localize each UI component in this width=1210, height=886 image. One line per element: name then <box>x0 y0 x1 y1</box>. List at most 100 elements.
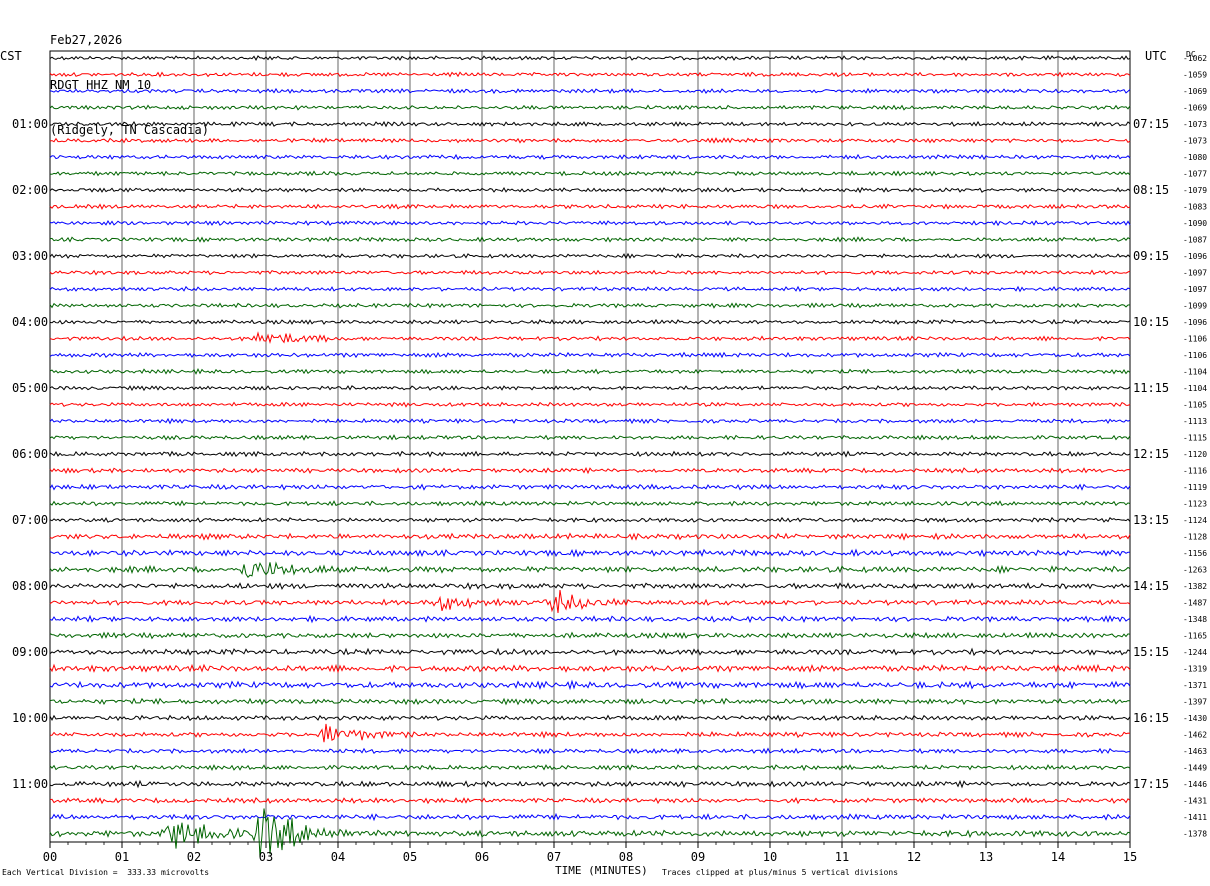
seismic-trace <box>49 351 1131 359</box>
seismic-trace <box>49 417 1131 425</box>
dc-offset-label: -1106 <box>1183 351 1207 360</box>
right-hour-label: 11:15 <box>1133 381 1169 395</box>
dc-offset-label: -1119 <box>1183 483 1207 492</box>
seismic-trace <box>49 747 1131 755</box>
dc-offset-label: -1073 <box>1183 120 1207 129</box>
seismic-trace <box>49 236 1131 243</box>
seismic-trace <box>49 120 1131 128</box>
dc-offset-label: -1080 <box>1183 153 1207 162</box>
right-hour-label: 15:15 <box>1133 645 1169 659</box>
left-hour-label: 01:00 <box>12 117 48 131</box>
seismic-trace <box>49 796 1131 805</box>
seismic-trace <box>49 434 1131 441</box>
x-tick-label: 06 <box>475 850 489 864</box>
dc-offset-label: -1128 <box>1183 533 1207 542</box>
seismic-trace <box>49 219 1131 227</box>
dc-offset-label: -1263 <box>1183 566 1207 575</box>
dc-offset-label: -1069 <box>1183 87 1207 96</box>
dc-offset-label: -1113 <box>1183 417 1207 426</box>
seismic-trace <box>49 532 1131 541</box>
seismic-trace <box>49 590 1131 613</box>
right-hour-label: 08:15 <box>1133 183 1169 197</box>
left-hour-label: 09:00 <box>12 645 48 659</box>
seismic-trace <box>49 663 1131 674</box>
seismic-trace <box>49 812 1131 822</box>
dc-offset-label: -1462 <box>1183 731 1207 740</box>
dc-offset-label: -1077 <box>1183 170 1207 179</box>
seismic-trace <box>49 561 1131 578</box>
plot-frame <box>49 50 1131 843</box>
left-hour-label: 02:00 <box>12 183 48 197</box>
grid-lines <box>49 50 1131 848</box>
dc-offset-label: -1104 <box>1183 384 1207 393</box>
seismic-trace <box>49 483 1131 491</box>
seismic-trace <box>49 764 1131 772</box>
seismic-trace <box>49 808 1131 858</box>
dc-offset-label: -1463 <box>1183 747 1207 756</box>
seismic-trace <box>50 723 1131 743</box>
x-tick-label: 13 <box>979 850 993 864</box>
seismic-trace <box>49 71 1131 78</box>
right-hour-label: 17:15 <box>1133 777 1169 791</box>
scale-note: Each Vertical Division = 333.33 microvol… <box>2 868 210 877</box>
seismic-trace <box>49 647 1131 657</box>
left-hour-label: 11:00 <box>12 777 48 791</box>
left-hour-label: 07:00 <box>12 513 48 527</box>
seismic-trace <box>49 466 1131 475</box>
dc-offset-label: -1449 <box>1183 764 1207 773</box>
dc-offset-label: -1099 <box>1183 302 1207 311</box>
seismic-trace <box>49 252 1131 260</box>
seismic-trace <box>49 631 1131 640</box>
seismic-trace <box>49 582 1131 591</box>
seismic-trace <box>49 697 1131 706</box>
dc-offset-label: -1156 <box>1183 549 1207 558</box>
x-tick-label: 10 <box>763 850 777 864</box>
x-tick-label: 12 <box>907 850 921 864</box>
seismic-trace <box>49 614 1131 624</box>
seismic-trace <box>49 548 1131 558</box>
seismic-trace <box>49 714 1131 722</box>
seismic-trace <box>49 170 1131 177</box>
x-tick-label: 00 <box>43 850 57 864</box>
right-hour-label: 14:15 <box>1133 579 1169 593</box>
seismic-trace <box>49 186 1131 194</box>
x-tick-label: 07 <box>547 850 561 864</box>
seismic-trace <box>49 368 1131 375</box>
dc-offset-label: -1165 <box>1183 632 1207 641</box>
seismic-trace <box>49 401 1131 408</box>
left-hour-label: 04:00 <box>12 315 48 329</box>
dc-offset-label: -1431 <box>1183 797 1207 806</box>
right-hour-label: 12:15 <box>1133 447 1169 461</box>
dc-offset-label: -1411 <box>1183 813 1207 822</box>
dc-offset-label: -1062 <box>1183 54 1207 63</box>
x-tick-label: 01 <box>115 850 129 864</box>
dc-offset-label: -1382 <box>1183 582 1207 591</box>
seismic-trace <box>49 302 1131 309</box>
dc-offset-label: -1348 <box>1183 615 1207 624</box>
seismic-trace <box>49 385 1131 392</box>
dc-offset-label: -1116 <box>1183 467 1207 476</box>
dc-offset-label: -1378 <box>1183 830 1207 839</box>
seismic-trace <box>49 318 1131 325</box>
x-tick-label: 11 <box>835 850 849 864</box>
right-hour-label: 10:15 <box>1133 315 1169 329</box>
seismic-trace <box>49 269 1131 276</box>
dc-offset-label: -1319 <box>1183 665 1207 674</box>
x-tick-label: 02 <box>187 850 201 864</box>
seismic-trace <box>49 285 1131 293</box>
clip-note: Traces clipped at plus/minus 5 vertical … <box>662 868 899 877</box>
seismic-trace <box>49 779 1131 789</box>
seismic-trace <box>49 679 1131 691</box>
dc-offset-label: -1104 <box>1183 368 1207 377</box>
x-tick-label: 14 <box>1051 850 1065 864</box>
dc-offset-label: -1097 <box>1183 269 1207 278</box>
dc-offset-label: -1069 <box>1183 104 1207 113</box>
seismic-trace <box>49 87 1131 95</box>
dc-offset-label: -1123 <box>1183 500 1207 509</box>
dc-offset-label: -1087 <box>1183 236 1207 245</box>
dc-offset-label: -1430 <box>1183 714 1207 723</box>
dc-offset-label: -1446 <box>1183 780 1207 789</box>
dc-offset-label: -1487 <box>1183 599 1207 608</box>
left-hour-label: 10:00 <box>12 711 48 725</box>
x-tick-label: 08 <box>619 850 633 864</box>
